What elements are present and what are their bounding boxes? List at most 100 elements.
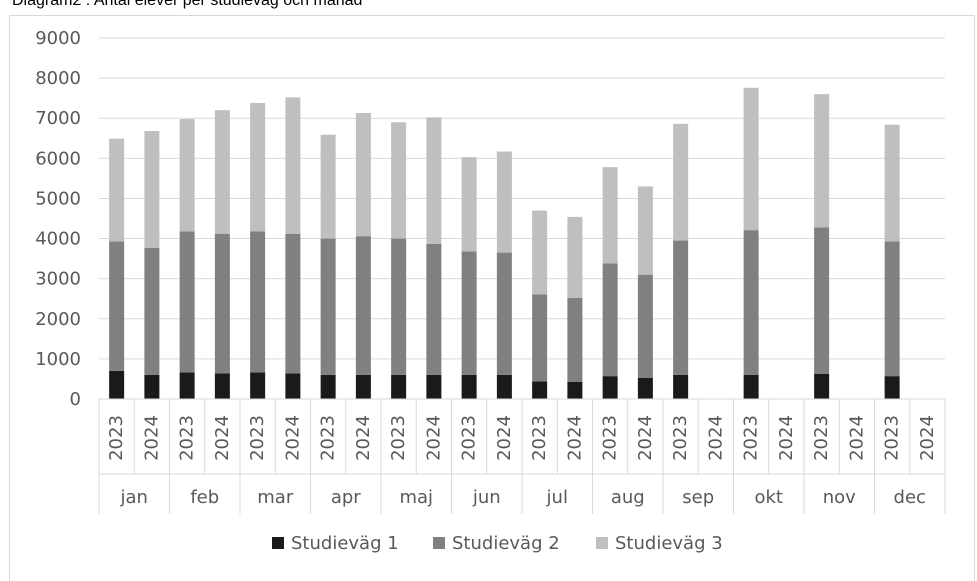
bar-segment: [179, 231, 195, 373]
bar-segment: [637, 186, 653, 275]
bar-segment: [109, 241, 125, 371]
x-year-label: 2023: [247, 415, 268, 461]
bar-segment: [320, 238, 336, 375]
bars: [109, 87, 900, 399]
bar-segment: [214, 373, 230, 399]
bar-segment: [743, 230, 759, 375]
bar-segment: [673, 374, 689, 399]
x-axis: 2023 2024 2023 2024 2023 2024 2023 2024 2023 2024…: [98, 398, 946, 514]
y-tick-label: 8000: [35, 68, 81, 89]
x-month-label: dec: [894, 487, 926, 508]
bar-segment: [426, 117, 442, 244]
bar-segment: [496, 374, 512, 399]
x-month-label: jun: [472, 487, 501, 508]
x-year-label: 2023: [388, 415, 409, 461]
x-year-label: 2023: [106, 415, 127, 461]
bar-segment: [602, 376, 618, 399]
bar-segment: [144, 374, 160, 399]
bar-segment: [567, 216, 583, 298]
x-year-label: 2024: [141, 415, 162, 461]
x-month-label: jul: [546, 487, 568, 508]
bar-segment: [391, 122, 407, 239]
bar-segment: [426, 243, 442, 375]
bar-segment: [250, 372, 266, 399]
bar-segment: [320, 374, 336, 399]
x-year-label: 2024: [917, 415, 938, 461]
bar-segment: [109, 138, 125, 242]
chart-caption: Diagram2 : Antal elever per studieväg oc…: [12, 0, 363, 9]
x-year-label: 2023: [882, 415, 903, 461]
bar-segment: [743, 374, 759, 399]
bar-segment: [355, 113, 371, 237]
legend-label: Studieväg 2: [452, 533, 560, 554]
bar-segment: [884, 124, 900, 242]
x-year-label: 2024: [282, 415, 303, 461]
bar-segment: [461, 374, 477, 399]
bar-segment: [567, 297, 583, 382]
x-month-label: maj: [399, 487, 433, 508]
legend-swatch: [596, 537, 608, 549]
bar-segment: [320, 134, 336, 239]
legend: Studieväg 1 Studieväg 2 Studieväg 3: [272, 533, 723, 554]
bar-segment: [144, 247, 160, 375]
bar-segment: [250, 231, 266, 373]
bar-segment: [532, 381, 548, 399]
x-year-label: 2023: [670, 415, 691, 461]
y-tick-label: 5000: [35, 188, 81, 209]
y-tick-label: 1000: [35, 349, 81, 370]
x-month-label: feb: [190, 487, 219, 508]
x-month-label: jan: [120, 487, 148, 508]
bar-segment: [426, 374, 442, 399]
legend-swatch: [272, 537, 284, 549]
bar-segment: [355, 236, 371, 375]
x-month-label: aug: [611, 487, 645, 508]
bar-segment: [109, 370, 125, 399]
gridlines: [99, 37, 945, 360]
bar-segment: [532, 210, 548, 295]
x-year-label: 2023: [529, 415, 550, 461]
bar-segment: [461, 157, 477, 252]
bar-segment: [461, 251, 477, 375]
x-year-label: 2024: [423, 415, 444, 461]
bar-segment: [814, 373, 830, 399]
bar-segment: [391, 238, 407, 375]
y-axis-ticks: 0 1000 2000 3000 4000 5000 6000 7000 8000 9000: [35, 28, 81, 410]
bar-segment: [214, 110, 230, 234]
y-tick-label: 7000: [35, 108, 81, 129]
bar-segment: [743, 87, 759, 231]
bar-segment: [285, 97, 301, 234]
legend-swatch: [433, 537, 445, 549]
x-year-label: 2023: [600, 415, 621, 461]
x-year-label: 2024: [776, 415, 797, 461]
bar-segment: [637, 377, 653, 399]
bar-segment: [673, 123, 689, 241]
bar-segment: [884, 241, 900, 377]
bar-segment: [496, 252, 512, 375]
x-year-label: 2024: [212, 415, 233, 461]
y-tick-label: 0: [70, 389, 81, 410]
x-month-label: nov: [823, 487, 856, 508]
x-month-label: okt: [755, 487, 784, 508]
y-tick-label: 3000: [35, 269, 81, 290]
bar-segment: [814, 94, 830, 228]
bar-segment: [637, 274, 653, 378]
bar-segment: [567, 381, 583, 399]
x-year-label: 2023: [177, 415, 198, 461]
x-month-label: mar: [257, 487, 294, 508]
x-year-label: 2024: [635, 415, 656, 461]
bar-segment: [179, 372, 195, 399]
bar-segment: [884, 376, 900, 399]
bar-segment: [391, 374, 407, 399]
bar-segment: [355, 374, 371, 399]
bar-segment: [602, 167, 618, 264]
bar-segment: [814, 227, 830, 374]
bar-segment: [673, 240, 689, 375]
bar-segment: [285, 373, 301, 399]
x-year-label: 2023: [459, 415, 480, 461]
y-tick-label: 2000: [35, 309, 81, 330]
y-tick-label: 4000: [35, 229, 81, 250]
x-year-label: 2023: [811, 415, 832, 461]
bar-segment: [214, 233, 230, 374]
y-tick-label: 6000: [35, 148, 81, 169]
bar-segment: [532, 294, 548, 382]
